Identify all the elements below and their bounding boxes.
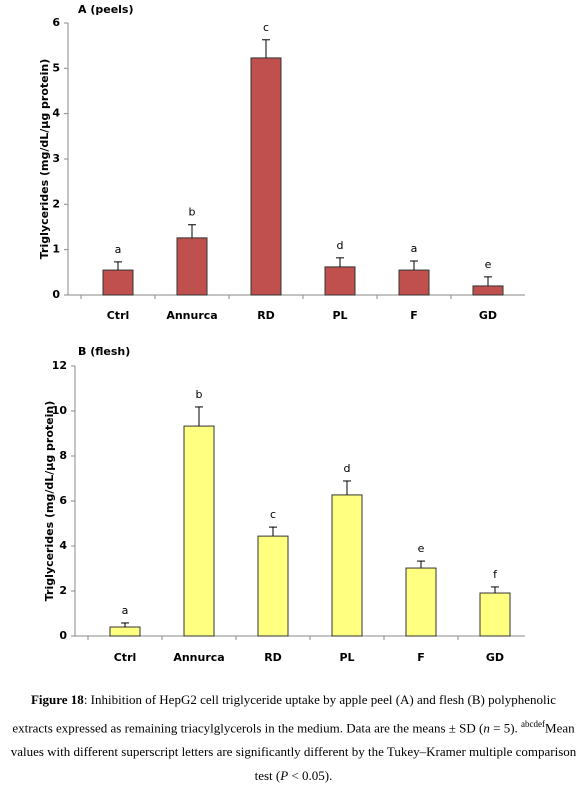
caption-n: n [483, 720, 490, 736]
error-bar [491, 586, 499, 594]
error-bar [195, 406, 203, 427]
significance-letter: f [493, 568, 498, 581]
bar [398, 269, 430, 296]
charts: A (peels) Triglycerides (mg/dL/µg protein… [38, 3, 525, 664]
error-bar [188, 224, 196, 238]
x-tick-label: RD [264, 651, 282, 664]
error-bar [121, 622, 129, 627]
bar [183, 425, 215, 637]
y-tick-label: 5 [52, 61, 60, 74]
error-bar [262, 39, 270, 58]
chart-title: A (peels) [78, 3, 134, 16]
bar [257, 535, 289, 637]
bar [324, 266, 356, 296]
x-tick-label: PL [332, 309, 347, 322]
bar [176, 237, 208, 296]
caption-text: = 5). [489, 720, 522, 736]
bar [109, 626, 141, 637]
significance-letter: a [122, 604, 129, 617]
x-tick-label: F [417, 651, 425, 664]
significance-letter: d [337, 239, 344, 252]
x-tick-label: Ctrl [114, 651, 137, 664]
chart-title: B (flesh) [78, 345, 130, 358]
y-tick-label: 3 [52, 152, 60, 165]
bar [331, 494, 363, 637]
significance-letter: b [189, 206, 196, 219]
y-tick-label: 6 [52, 16, 60, 29]
y-tick-label: 0 [52, 288, 60, 301]
x-tick-label: RD [257, 309, 275, 322]
error-bar [269, 526, 277, 537]
error-bar [410, 260, 418, 271]
x-tick-label: PL [339, 651, 354, 664]
error-bar [484, 276, 492, 286]
significance-letter: a [411, 242, 418, 255]
bar [405, 567, 437, 637]
significance-letter: e [418, 542, 425, 555]
significance-letter: b [196, 388, 203, 401]
significance-letter: d [344, 462, 351, 475]
bar [102, 269, 134, 296]
x-tick-label: Ctrl [107, 309, 130, 322]
y-tick-label: 2 [59, 584, 67, 597]
y-tick-label: 10 [52, 404, 68, 417]
bar [472, 285, 504, 296]
caption-sup: abcdef [521, 719, 546, 729]
y-tick-label: 8 [59, 449, 67, 462]
x-tick-label: Annurca [166, 309, 217, 322]
error-bar [336, 257, 344, 267]
x-tick-label: F [410, 309, 418, 322]
significance-letter: e [485, 258, 492, 271]
bar [479, 592, 511, 637]
y-axis-label: Triglycerides (mg/dL/µg protein) [43, 401, 56, 601]
y-tick-label: 4 [52, 107, 60, 120]
x-tick-label: GD [479, 309, 497, 322]
caption-label: Figure 18 [30, 692, 84, 707]
bar [250, 57, 282, 296]
error-bar [114, 261, 122, 271]
y-axis-label: Triglycerides (mg/dL/µg protein) [38, 59, 51, 259]
significance-letter: a [115, 243, 122, 256]
y-tick-label: 0 [59, 629, 67, 642]
significance-letter: c [270, 508, 276, 521]
y-tick-label: 2 [52, 197, 60, 210]
error-bar [343, 480, 351, 495]
caption-text: : Inhibition of HepG2 cell triglyceride … [12, 692, 557, 736]
caption-text: Mean values with different superscript l… [10, 720, 577, 784]
caption-p: P [280, 768, 289, 784]
error-bar [417, 560, 425, 569]
caption: Figure 18: Inhibition of HepG2 cell trig… [10, 688, 577, 788]
y-tick-label: 1 [52, 243, 60, 256]
x-tick-label: Annurca [173, 651, 224, 664]
x-tick-label: GD [486, 651, 504, 664]
significance-letter: c [263, 21, 269, 34]
y-tick-label: 6 [59, 494, 67, 507]
caption-text: < 0.05). [288, 768, 333, 784]
y-tick-label: 12 [52, 359, 67, 372]
y-tick-label: 4 [59, 539, 67, 552]
